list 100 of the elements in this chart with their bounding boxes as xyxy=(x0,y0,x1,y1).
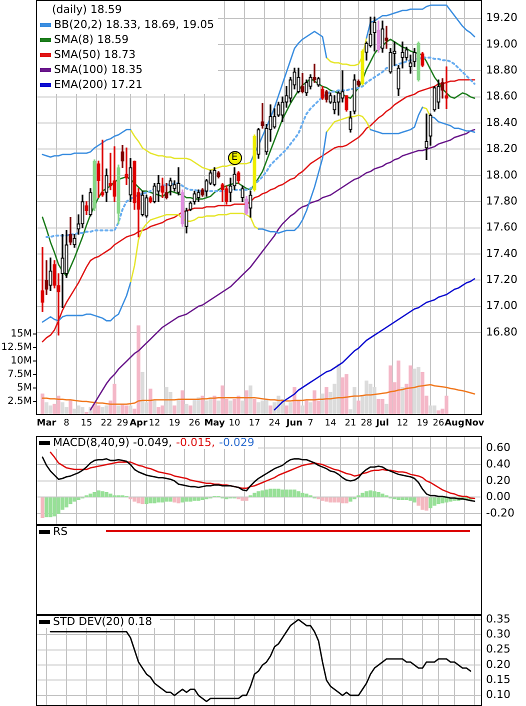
bar xyxy=(400,497,404,500)
bar xyxy=(152,497,156,504)
bar xyxy=(412,497,416,502)
bar xyxy=(192,398,196,415)
bar xyxy=(252,398,256,415)
x-tick-label: 22 xyxy=(100,418,112,429)
bar xyxy=(296,491,300,498)
bar xyxy=(396,497,400,500)
y-tick-label: 17.60 xyxy=(486,220,518,234)
bar xyxy=(268,488,272,498)
bar xyxy=(188,497,192,502)
bar xyxy=(208,397,212,415)
candlestick xyxy=(240,186,244,202)
bar xyxy=(68,497,72,504)
bar xyxy=(420,497,424,510)
bar xyxy=(256,491,260,498)
legend-label: BB(20,2) 18.33, 18.69, 19.05 xyxy=(54,18,214,31)
y-tick-label: 18.60 xyxy=(486,90,518,103)
candlestick xyxy=(172,180,176,192)
chart-title: (daily) 18.59 xyxy=(51,2,123,17)
bar xyxy=(340,497,344,504)
bar xyxy=(200,396,204,415)
x-tick-label: Apr xyxy=(130,418,148,429)
bar xyxy=(56,396,60,415)
bar xyxy=(372,491,376,498)
candlestick xyxy=(332,95,336,114)
legend-label: MACD(8,40,9) -0.049, xyxy=(53,436,172,449)
x-tick-label: Nov xyxy=(464,418,484,429)
bar xyxy=(216,400,220,415)
bar xyxy=(380,494,384,498)
bar xyxy=(52,497,56,516)
bar xyxy=(436,497,440,504)
bar xyxy=(416,497,420,506)
bar xyxy=(60,497,64,510)
bar xyxy=(192,497,196,501)
bar xyxy=(156,407,160,415)
bar xyxy=(368,490,372,498)
bar xyxy=(268,405,272,415)
candlestick xyxy=(100,140,104,197)
bar xyxy=(244,497,248,501)
y-tick-label: 17.00 xyxy=(486,299,518,312)
bar xyxy=(288,490,292,498)
bar xyxy=(244,390,248,415)
candlestick xyxy=(384,26,388,49)
x-tick-label: 26 xyxy=(432,418,444,429)
x-tick-label: 15 xyxy=(80,418,92,429)
y-tick-label: 17.40 xyxy=(486,246,518,260)
candlestick xyxy=(444,66,448,109)
y-tick-label: 18.20 xyxy=(486,142,518,156)
bar xyxy=(140,372,144,415)
bar xyxy=(180,390,184,415)
bar xyxy=(272,488,276,498)
bar xyxy=(376,492,380,498)
y-tick-label: -0.20 xyxy=(486,506,514,520)
candlestick xyxy=(84,201,88,216)
bar xyxy=(60,402,64,415)
y-tick-label: 0.30 xyxy=(486,628,510,641)
x-tick-label: Aug xyxy=(444,418,464,429)
bar xyxy=(176,398,180,415)
bar xyxy=(388,365,392,415)
bar xyxy=(240,497,244,501)
bar xyxy=(96,405,100,415)
x-tick-label: 10 xyxy=(228,418,240,429)
bar xyxy=(156,497,160,502)
candlestick xyxy=(220,182,224,202)
bar xyxy=(344,374,348,415)
bar xyxy=(212,396,216,415)
bar xyxy=(264,490,268,498)
candlestick xyxy=(312,64,316,83)
bar xyxy=(76,497,80,500)
x-tick-label: 19 xyxy=(168,418,180,429)
candlestick xyxy=(260,103,264,129)
candlestick xyxy=(360,49,364,86)
bar xyxy=(428,405,432,415)
bar xyxy=(380,398,384,415)
bar xyxy=(40,394,44,415)
bar xyxy=(288,402,292,415)
bar xyxy=(124,405,128,415)
bar xyxy=(148,497,152,504)
bar xyxy=(64,497,68,508)
candlestick xyxy=(320,86,324,100)
bar xyxy=(284,405,288,415)
candlestick xyxy=(212,167,216,186)
candlestick xyxy=(196,189,200,202)
bar xyxy=(104,492,108,498)
candlestick xyxy=(224,186,228,205)
candlestick xyxy=(44,260,48,295)
y-tick-label: 0.15 xyxy=(486,673,510,686)
bar xyxy=(132,497,136,502)
bar xyxy=(308,402,312,415)
bar xyxy=(320,394,324,415)
legend-label: STD DEV(20) 0.18 xyxy=(53,615,152,628)
y-tick-label: 17.80 xyxy=(486,194,518,208)
candlestick xyxy=(88,188,92,216)
y-tick-label: 16.80 xyxy=(486,325,518,338)
bar xyxy=(56,497,60,514)
x-tick-label: 24 xyxy=(268,418,280,429)
bar xyxy=(172,405,176,415)
candlestick xyxy=(176,167,180,196)
candlestick xyxy=(248,190,252,218)
